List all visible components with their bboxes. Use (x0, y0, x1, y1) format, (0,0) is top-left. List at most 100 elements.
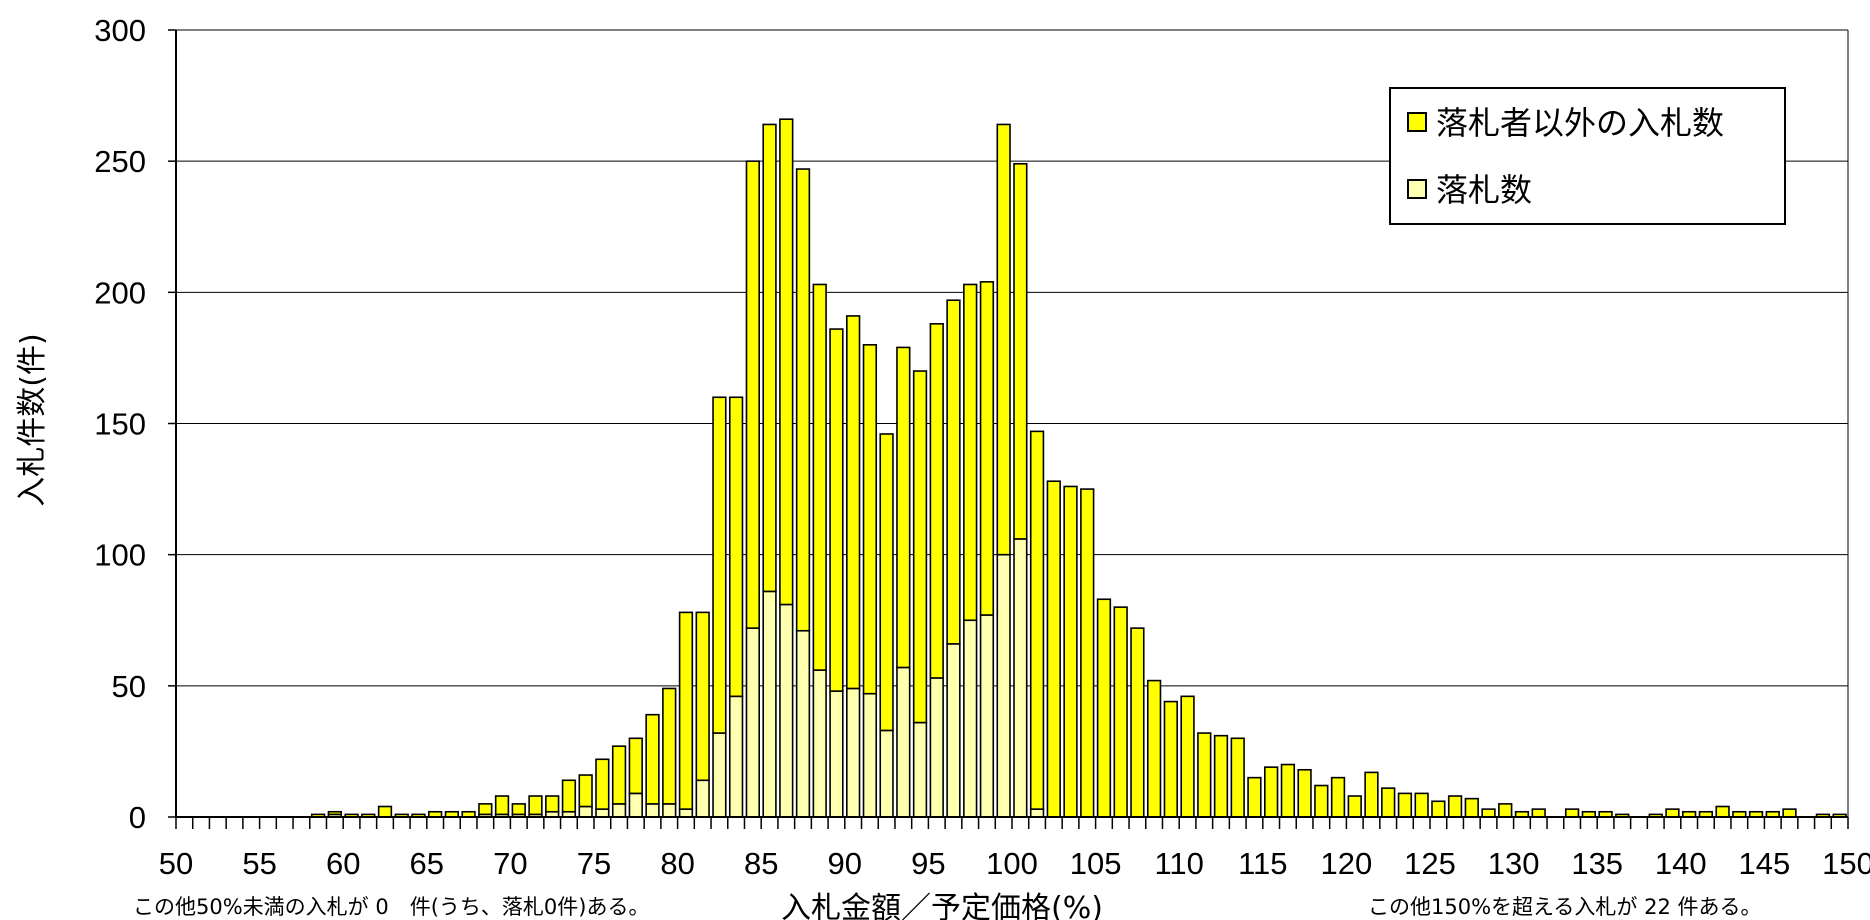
bar-non-winning (812, 283, 827, 671)
legend: 落札者以外の入札数 落札数 (1389, 87, 1786, 225)
bar-winning (728, 695, 744, 818)
bar-non-winning (1130, 627, 1145, 818)
bar-non-winning (1564, 808, 1580, 818)
bar-winning (578, 805, 593, 818)
x-axis-title: 入札金額／予定価格(%) (781, 891, 1103, 920)
bar-non-winning (846, 315, 861, 690)
legend-swatch-non-winning-bids (1407, 112, 1427, 132)
note-left: この他50%未満の入札が 0 件(うち、落札0件)ある。 (133, 895, 649, 919)
bar-non-winning (1347, 795, 1362, 818)
y-tick-label: 300 (94, 13, 146, 48)
bar-non-winning (1013, 162, 1028, 540)
bar-non-winning (1397, 792, 1413, 818)
y-tick-label: 0 (129, 800, 146, 835)
bar-non-winning (996, 123, 1011, 556)
bar-winning (695, 779, 710, 818)
bar-winning (595, 808, 610, 818)
legend-label-non-winning-bids: 落札者以外の入札数 (1436, 104, 1724, 142)
x-tick-label: 50 (159, 846, 193, 881)
bar-non-winning (1213, 734, 1229, 818)
bar-non-winning (946, 299, 961, 645)
bar-winning (963, 619, 978, 818)
x-tick-label: 55 (242, 846, 276, 881)
bar-winning (929, 677, 944, 818)
axes (168, 29, 1849, 829)
bar-non-winning (779, 118, 794, 606)
y-axis-title: 入札件数(件) (15, 333, 50, 506)
bar-non-winning (1531, 808, 1546, 818)
bar-non-winning (1080, 488, 1095, 818)
bar-non-winning (795, 168, 811, 632)
bar-non-winning (1464, 797, 1479, 818)
x-tick-label: 80 (660, 846, 694, 881)
bar-non-winning (528, 795, 543, 816)
bar-non-winning (929, 323, 944, 679)
bar-area (310, 118, 1847, 818)
bar-non-winning (829, 328, 844, 692)
x-tick-label: 130 (1488, 846, 1540, 881)
x-tick-label: 145 (1739, 846, 1791, 881)
y-tick-label: 150 (94, 407, 146, 442)
bar-non-winning (1180, 695, 1195, 818)
x-tick-label: 70 (493, 846, 527, 881)
bar-non-winning (327, 810, 342, 816)
bar-non-winning (678, 611, 694, 810)
x-tick-label: 115 (1238, 846, 1287, 881)
bar-non-winning (1481, 808, 1496, 818)
bar-winning (779, 603, 794, 818)
bar-non-winning (377, 805, 393, 818)
x-tick-label: 85 (744, 846, 778, 881)
legend-swatch-winning-bids (1407, 179, 1427, 199)
bar-non-winning (478, 803, 493, 816)
bar-winning (829, 690, 844, 818)
bar-non-winning (762, 123, 777, 593)
note-right: この他150%を超える入札が 22 件ある。 (1368, 895, 1761, 919)
bar-non-winning (628, 737, 643, 795)
bar-non-winning (545, 795, 560, 813)
bar-winning (645, 803, 660, 818)
bar-winning (678, 808, 694, 818)
bar-non-winning (494, 795, 510, 816)
bar-non-winning (1782, 808, 1797, 818)
bar-non-winning (979, 281, 995, 616)
bar-non-winning (1715, 805, 1730, 818)
x-tick-label: 90 (828, 846, 862, 881)
bar-non-winning (862, 343, 878, 695)
bar-winning (896, 666, 911, 818)
x-tick-label: 105 (1070, 846, 1122, 881)
bar-winning (996, 553, 1011, 818)
x-tick-label: 100 (986, 846, 1038, 881)
bar-winning (712, 732, 727, 818)
bar-non-winning (1197, 732, 1212, 818)
x-tick-label: 110 (1154, 846, 1203, 881)
x-tick-labels: 50 55 60 65 70 75 80 85 90 95 100 105 110 115 120 125 13… (159, 846, 1870, 881)
x-tick-label: 140 (1655, 846, 1707, 881)
bar-non-winning (1096, 598, 1112, 818)
bar-non-winning (712, 396, 727, 734)
gridlines (176, 29, 1848, 687)
bar-winning (812, 669, 827, 818)
bar-non-winning (1146, 679, 1162, 818)
bar-non-winning (879, 433, 894, 732)
x-tick-label: 75 (577, 846, 611, 881)
bar-winning (946, 643, 961, 818)
bar-non-winning (1414, 792, 1429, 818)
bar-non-winning (1230, 737, 1245, 818)
y-tick-label: 250 (94, 144, 146, 179)
x-tick-label: 60 (326, 846, 360, 881)
bar-non-winning (1113, 606, 1128, 818)
bar-non-winning (912, 370, 928, 724)
bar-non-winning (611, 745, 627, 805)
bar-non-winning (1330, 776, 1346, 818)
bar-non-winning (1247, 776, 1262, 818)
bar-non-winning (1264, 766, 1279, 818)
bar-non-winning (728, 396, 744, 698)
bar-winning (795, 629, 811, 818)
bar-non-winning (963, 283, 978, 622)
bar-non-winning (1381, 787, 1396, 818)
bar-non-winning (1280, 763, 1296, 818)
legend-label-winning-bids: 落札数 (1436, 171, 1532, 209)
bar-winning (745, 627, 760, 818)
bar-non-winning (1163, 700, 1178, 818)
bar-non-winning (595, 758, 610, 810)
